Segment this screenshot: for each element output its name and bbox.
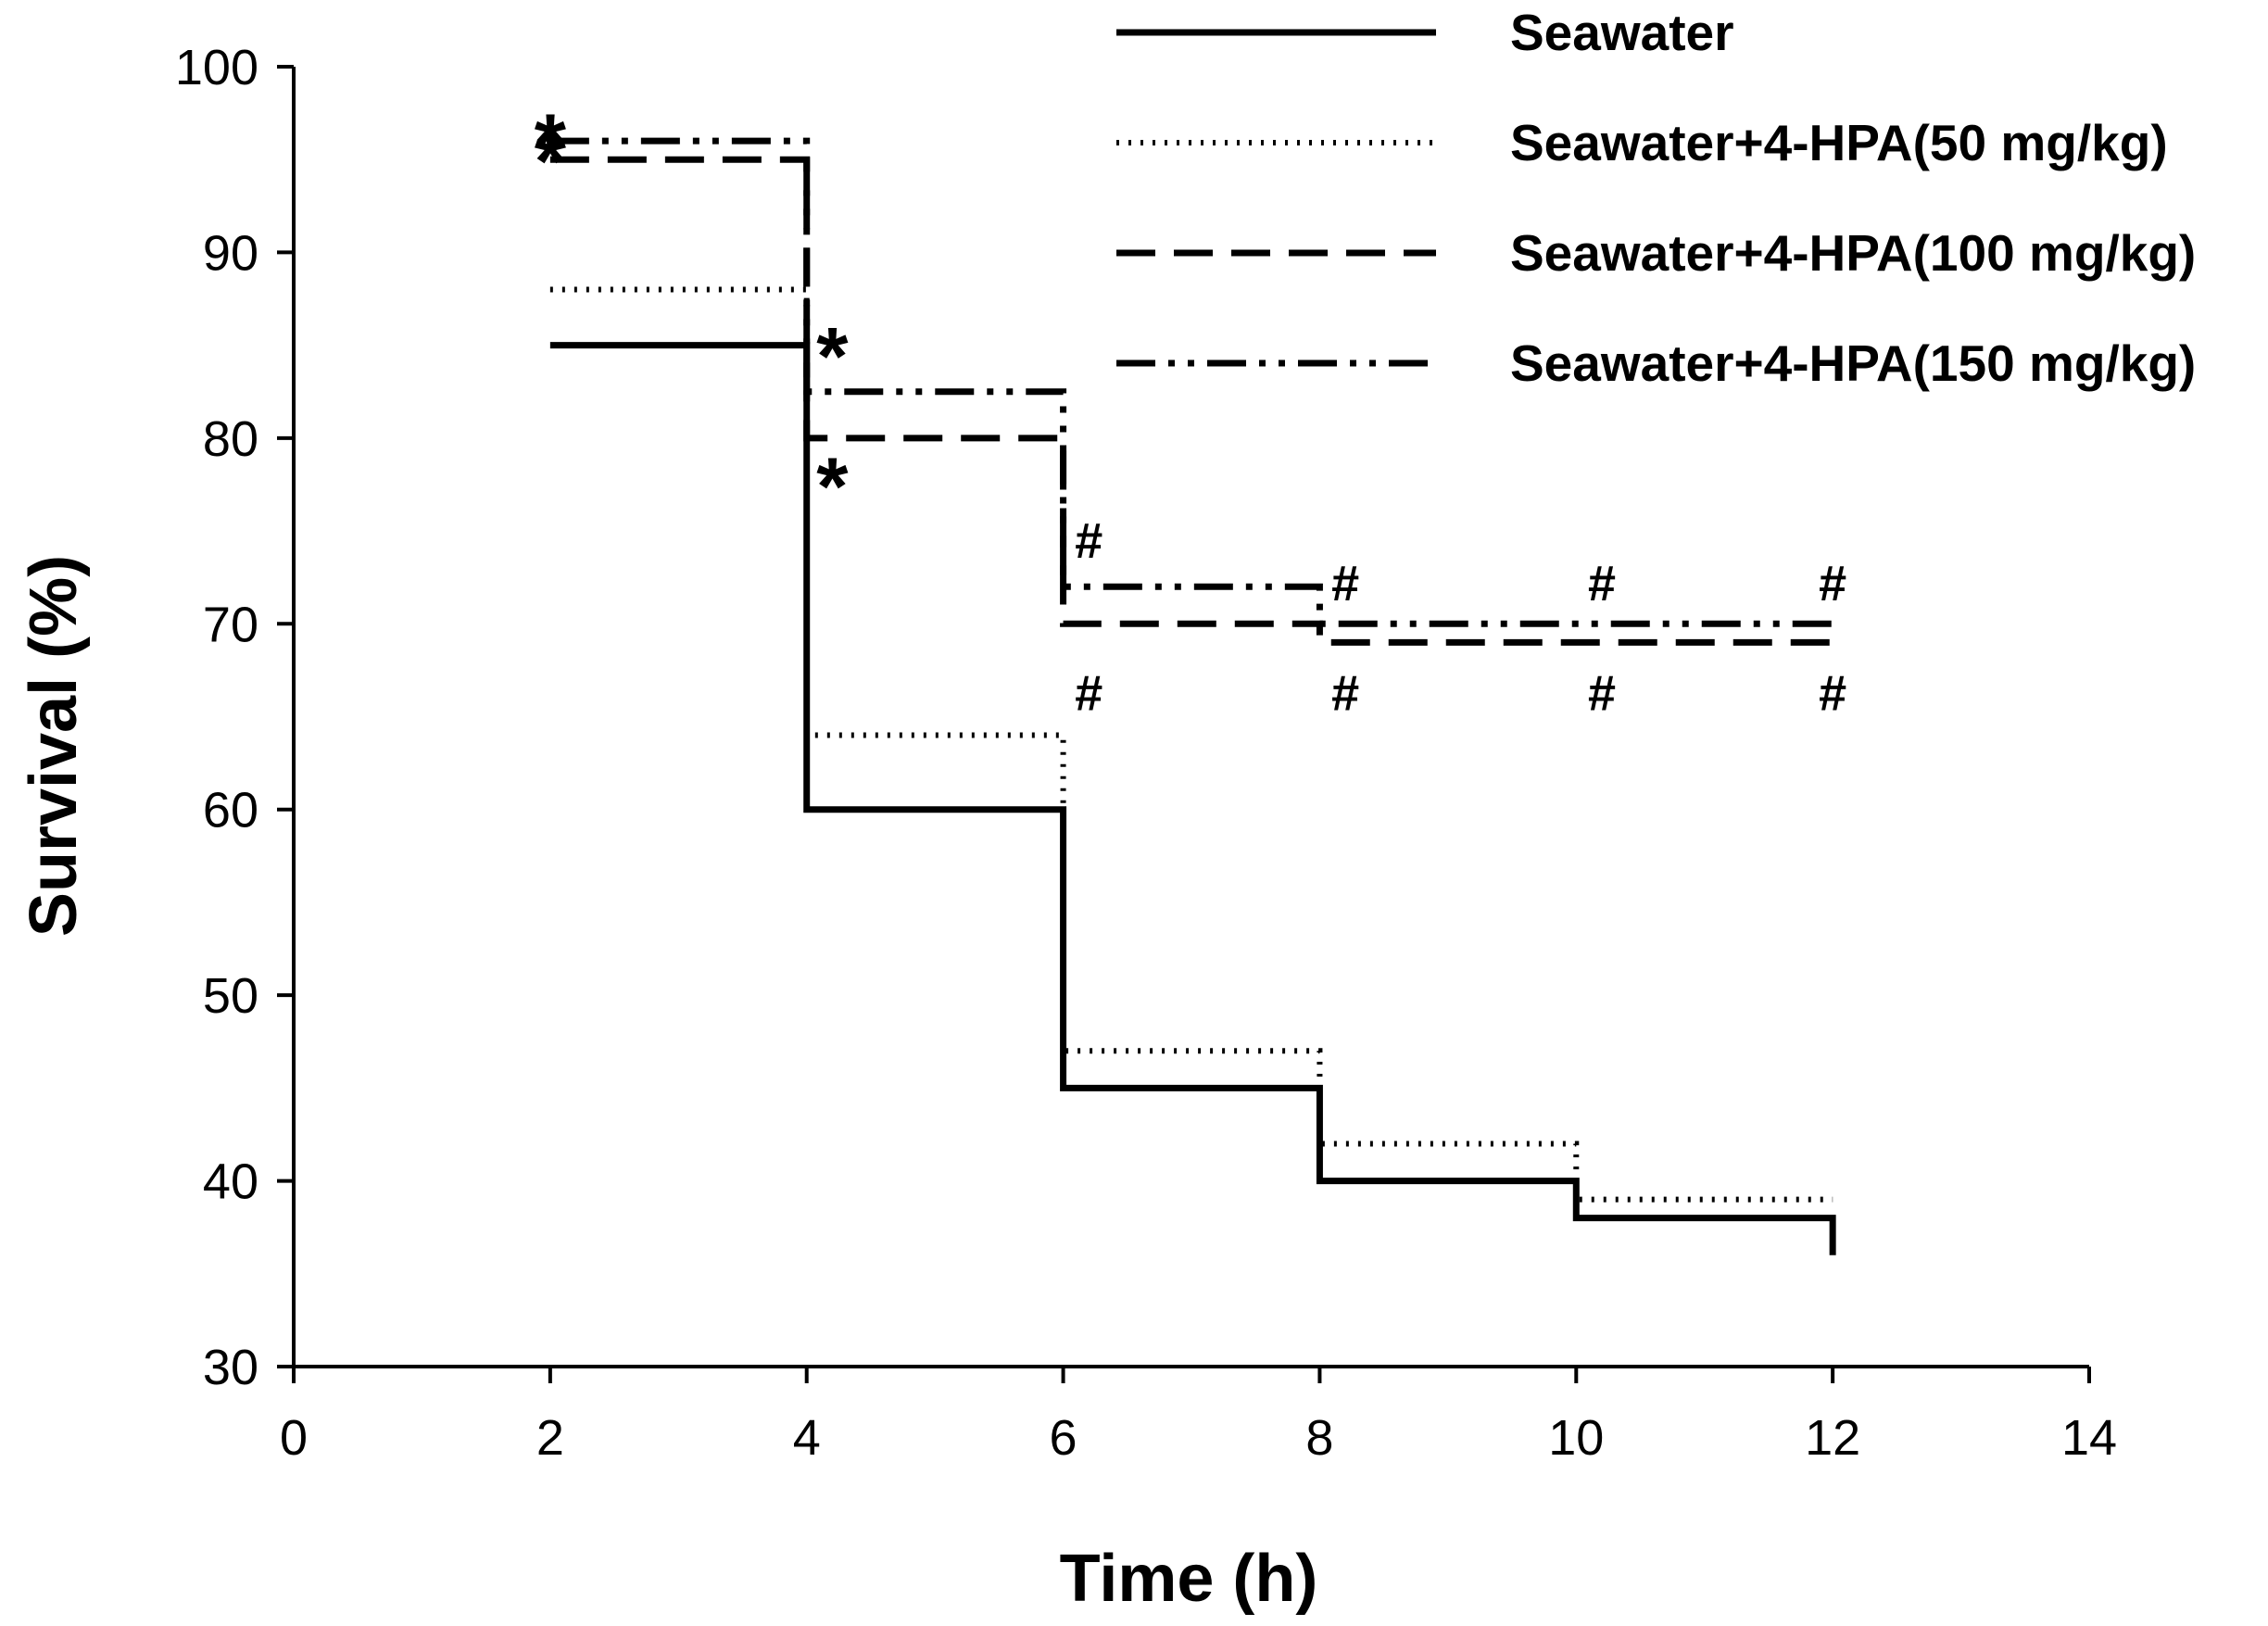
x-tick-label: 8 [1305, 1410, 1333, 1466]
significance-hash: # [1588, 665, 1616, 721]
y-tick-label: 70 [203, 597, 258, 652]
legend: Seawater Seawater+4-HPA(50 mg/kg) Seawater… [1116, 4, 2196, 392]
significance-hash: # [1075, 665, 1102, 721]
y-tick-label: 100 [175, 40, 258, 95]
x-axis-title: Time (h) [1060, 1542, 1318, 1616]
y-tick-label: 60 [203, 783, 258, 838]
plot-area [549, 137, 1836, 1255]
x-tick-label: 4 [793, 1410, 821, 1466]
y-tick-label: 40 [203, 1154, 258, 1210]
significance-hash: # [1819, 665, 1846, 721]
significance-hash: # [1075, 513, 1102, 569]
significance-star: * [535, 96, 567, 188]
significance-hash: # [1331, 665, 1359, 721]
axes: 30 40 50 60 70 80 90 100 0 2 4 6 8 10 12 14 [175, 40, 2117, 1466]
y-tick-label: 80 [203, 411, 258, 467]
significance-hash: # [1819, 556, 1846, 611]
y-tick-label: 30 [203, 1340, 258, 1395]
x-tick-label: 10 [1548, 1410, 1604, 1466]
x-tick-label: 12 [1805, 1410, 1860, 1466]
y-axis-title: Survival (%) [17, 555, 91, 937]
series-line-1 [549, 342, 1836, 1255]
y-tick-label: 90 [203, 225, 258, 281]
annotations: ****######## [535, 96, 1846, 721]
legend-label-1: Seawater [1510, 4, 1734, 61]
x-tick-label: 14 [2061, 1410, 2117, 1466]
significance-hash: # [1331, 556, 1359, 611]
x-tick-label: 6 [1050, 1410, 1077, 1466]
x-tick-label: 2 [536, 1410, 564, 1466]
significance-star: * [816, 310, 849, 402]
y-tick-label: 50 [203, 968, 258, 1024]
legend-label-4: Seawater+4-HPA(150 mg/kg) [1510, 334, 2196, 392]
significance-star: * [535, 115, 567, 207]
series-line-2 [549, 286, 1833, 1203]
significance-hash: # [1588, 556, 1616, 611]
x-tick-label: 0 [280, 1410, 308, 1466]
legend-label-2: Seawater+4-HPA(50 mg/kg) [1510, 114, 2168, 171]
legend-label-3: Seawater+4-HPA(100 mg/kg) [1510, 224, 2196, 282]
significance-star: * [816, 440, 849, 532]
